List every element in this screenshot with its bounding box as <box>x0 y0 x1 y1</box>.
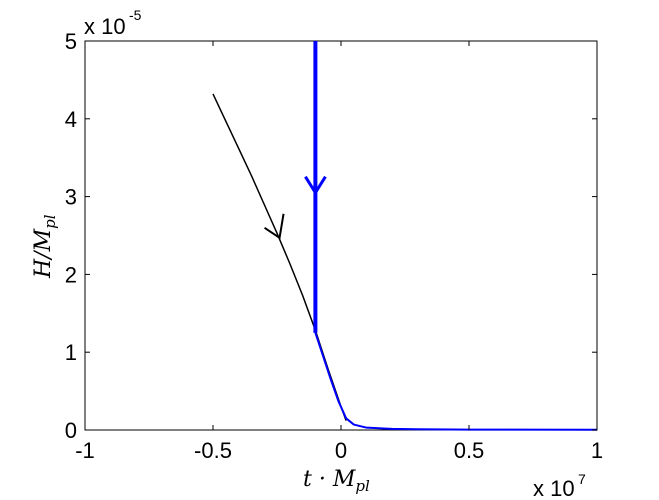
y-multiplier-exponent: -5 <box>129 7 142 23</box>
x-tick-label: -0.5 <box>194 438 232 463</box>
series-line-1 <box>314 41 598 431</box>
x-tick-label: 0 <box>335 438 347 463</box>
series-arrow-0 <box>264 213 285 240</box>
axes-frame <box>84 40 598 431</box>
y-tick-label: 1 <box>65 340 77 365</box>
y-tick-label: 0 <box>65 418 77 443</box>
x-axis-label-sub: pl <box>355 477 370 495</box>
x-tick-label: -1 <box>75 438 95 463</box>
series-layer <box>212 41 598 431</box>
y-tick-label: 4 <box>65 107 77 132</box>
y-axis-label-sub: pl <box>41 214 59 229</box>
x-multiplier-exponent: 7 <box>578 471 586 487</box>
y-multiplier-base: x 10 <box>84 14 126 39</box>
x-axis-label: t · Mpl <box>303 467 370 495</box>
x-axis-multiplier: x 10 <box>533 476 575 500</box>
x-tick-label: 1 <box>591 438 603 463</box>
x-axis-label-main: t · M <box>303 467 356 492</box>
x-multiplier-base: x 10 <box>533 476 575 500</box>
y-axis-label-main: H/M <box>31 228 56 279</box>
x-tick-label: 0.5 <box>454 438 485 463</box>
plot-box <box>84 40 598 431</box>
y-tick-label: 3 <box>65 185 77 210</box>
ticks-layer: -1 -0.5 0 0.5 1 0 1 2 3 4 5 <box>65 29 603 463</box>
y-tick-label: 5 <box>65 29 77 54</box>
series-line-0 <box>212 93 347 421</box>
y-axis-multiplier: x 10 <box>84 14 126 39</box>
y-tick-label: 2 <box>65 262 77 287</box>
y-axis-label: H/Mpl <box>31 214 59 279</box>
series-arrow-1 <box>304 175 327 196</box>
